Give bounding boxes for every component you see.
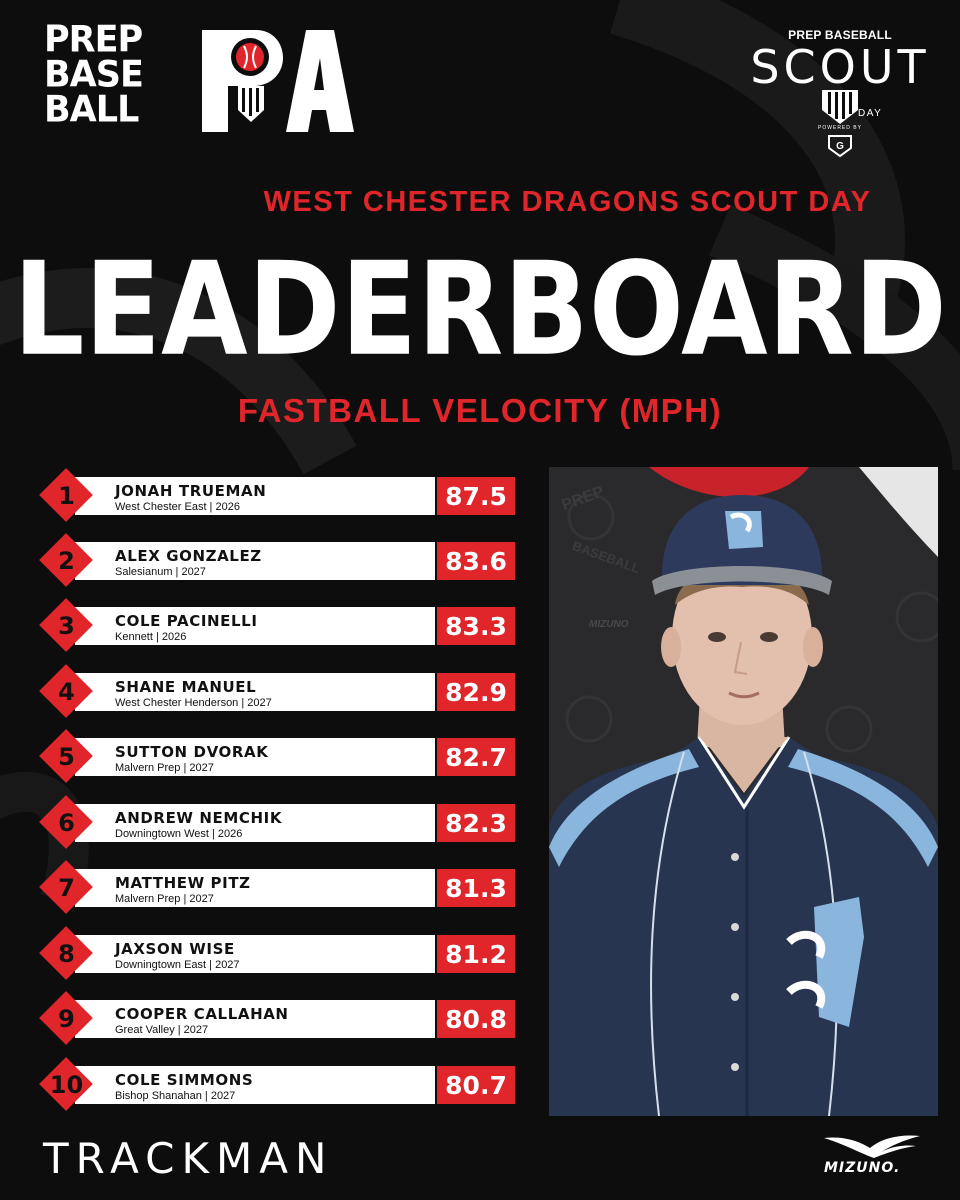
g-sponsor-icon: G	[828, 135, 852, 158]
rank-number: 10	[49, 1071, 84, 1099]
row-bar	[75, 1066, 435, 1104]
fastball-velocity-value: 81.3	[437, 869, 515, 907]
pbr-line-1: PREP	[44, 18, 143, 61]
g-sponsor-letter: G	[836, 141, 844, 152]
rank-number: 2	[58, 547, 75, 575]
player-school-year: Malvern Prep | 2027	[115, 762, 214, 774]
player-name: COLE SIMMONS	[115, 1071, 254, 1089]
mizuno-wordmark: MIZUNO.	[824, 1160, 901, 1176]
player-school-year: West Chester Henderson | 2027	[115, 697, 272, 709]
leaderboard-row: 4 SHANE MANUEL West Chester Henderson | 20…	[39, 664, 517, 718]
pa-state-logo-icon	[202, 30, 354, 132]
player-school-year: Malvern Prep | 2027	[115, 893, 214, 905]
player-name: ALEX GONZALEZ	[115, 547, 262, 565]
fastball-velocity-value: 87.5	[437, 477, 515, 515]
player-name: COLE PACINELLI	[115, 612, 258, 630]
leaderboard-row: 8 JAXSON WISE Downingtown East | 2027 81.2	[39, 926, 517, 980]
player-name: SHANE MANUEL	[115, 678, 257, 696]
scout-day-logo: PREP BASEBALL SCOUT DAY POWERED BY G	[740, 22, 940, 162]
rank-number: 1	[58, 482, 75, 510]
rank-number: 8	[58, 940, 75, 968]
fastball-velocity-value: 82.7	[437, 738, 515, 776]
rank-number: 3	[58, 612, 75, 640]
fastball-velocity-value: 83.6	[437, 542, 515, 580]
row-bar	[75, 935, 435, 973]
row-bar	[75, 869, 435, 907]
row-bar	[75, 477, 435, 515]
player-school-year: Great Valley | 2027	[115, 1024, 209, 1036]
fastball-velocity-value: 80.7	[437, 1066, 515, 1104]
event-title: WEST CHESTER DRAGONS SCOUT DAY	[263, 186, 872, 218]
row-bar	[75, 607, 435, 645]
scout-logo-big-text: SCOUT	[750, 40, 930, 94]
metric-subtitle: FASTBALL VELOCITY (MPH)	[237, 392, 723, 429]
player-school-year: Bishop Shanahan | 2027	[115, 1090, 236, 1102]
player-school-year: Kennett | 2026	[115, 631, 187, 643]
leaderboard-row: 1 JONAH TRUEMAN West Chester East | 2026 87…	[39, 468, 517, 522]
mizuno-runbird-icon	[824, 1135, 920, 1158]
rank-number: 5	[58, 743, 75, 771]
pbr-line-3: BALL	[44, 88, 139, 131]
leaderboard-row: 9 COOPER CALLAHAN Great Valley | 2027 80.8	[39, 991, 517, 1045]
scout-logo-top-text: PREP BASEBALL	[788, 28, 892, 42]
page-title: LEADERBOARD	[13, 235, 947, 385]
prep-baseball-logo: PREP BASE BALL	[44, 18, 354, 134]
backdrop-mizuno-text: MIZUNO	[589, 619, 629, 630]
player-school-year: Downingtown East | 2027	[115, 959, 240, 971]
player-school-year: West Chester East | 2026	[115, 501, 240, 513]
leaderboard-row: 10 COLE SIMMONS Bishop Shanahan | 2027 80.7	[39, 1057, 517, 1111]
row-bar	[75, 804, 435, 842]
player-name: COOPER CALLAHAN	[115, 1005, 289, 1023]
row-bar	[75, 738, 435, 776]
row-bar	[75, 673, 435, 711]
fastball-velocity-value: 80.8	[437, 1000, 515, 1038]
shield-icon	[822, 90, 858, 124]
player-name: ANDREW NEMCHIK	[115, 809, 283, 827]
fastball-velocity-value: 82.9	[437, 673, 515, 711]
player-name: JONAH TRUEMAN	[115, 482, 267, 500]
trackman-logo: TRACKMAN	[43, 1134, 334, 1183]
player-photo: PREP BASEBALL MIZUNO	[549, 467, 938, 1116]
leaderboard-row: 3 COLE PACINELLI Kennett | 2026 83.3	[39, 598, 517, 652]
rank-number: 6	[58, 809, 75, 837]
pbr-wordmark: PREP BASE BALL	[44, 18, 144, 131]
row-bar	[75, 542, 435, 580]
rank-number: 4	[58, 678, 75, 706]
rank-number: 7	[58, 874, 75, 902]
leaderboard-row: 7 MATTHEW PITZ Malvern Prep | 2027 81.3	[39, 860, 517, 914]
mizuno-logo: MIZUNO.	[812, 1130, 932, 1180]
leaderboard-row: 5 SUTTON DVORAK Malvern Prep | 2027 82.7	[39, 729, 517, 783]
player-school-year: Downingtown West | 2026	[115, 828, 243, 840]
powered-by-text: POWERED BY	[818, 125, 862, 131]
player-name: SUTTON DVORAK	[115, 743, 269, 761]
fastball-velocity-value: 83.3	[437, 607, 515, 645]
scout-logo-day-text: DAY	[858, 108, 883, 119]
player-name: MATTHEW PITZ	[115, 874, 251, 892]
row-bar	[75, 1000, 435, 1038]
pbr-line-2: BASE	[44, 53, 144, 96]
leaderboard-row: 2 ALEX GONZALEZ Salesianum | 2027 83.6	[39, 533, 517, 587]
rank-number: 9	[58, 1005, 75, 1033]
leaderboard-row: 6 ANDREW NEMCHIK Downingtown West | 2026 82…	[39, 795, 517, 849]
player-photo-illustration: PREP BASEBALL MIZUNO	[549, 467, 938, 1116]
fastball-velocity-value: 81.2	[437, 935, 515, 973]
player-name: JAXSON WISE	[115, 940, 235, 958]
player-school-year: Salesianum | 2027	[115, 566, 206, 578]
fastball-velocity-value: 82.3	[437, 804, 515, 842]
backdrop-logo-2	[565, 695, 613, 743]
leaderboard-list: 1 JONAH TRUEMAN West Chester East | 2026 87…	[39, 468, 525, 1130]
backdrop-logo-3	[825, 591, 938, 753]
